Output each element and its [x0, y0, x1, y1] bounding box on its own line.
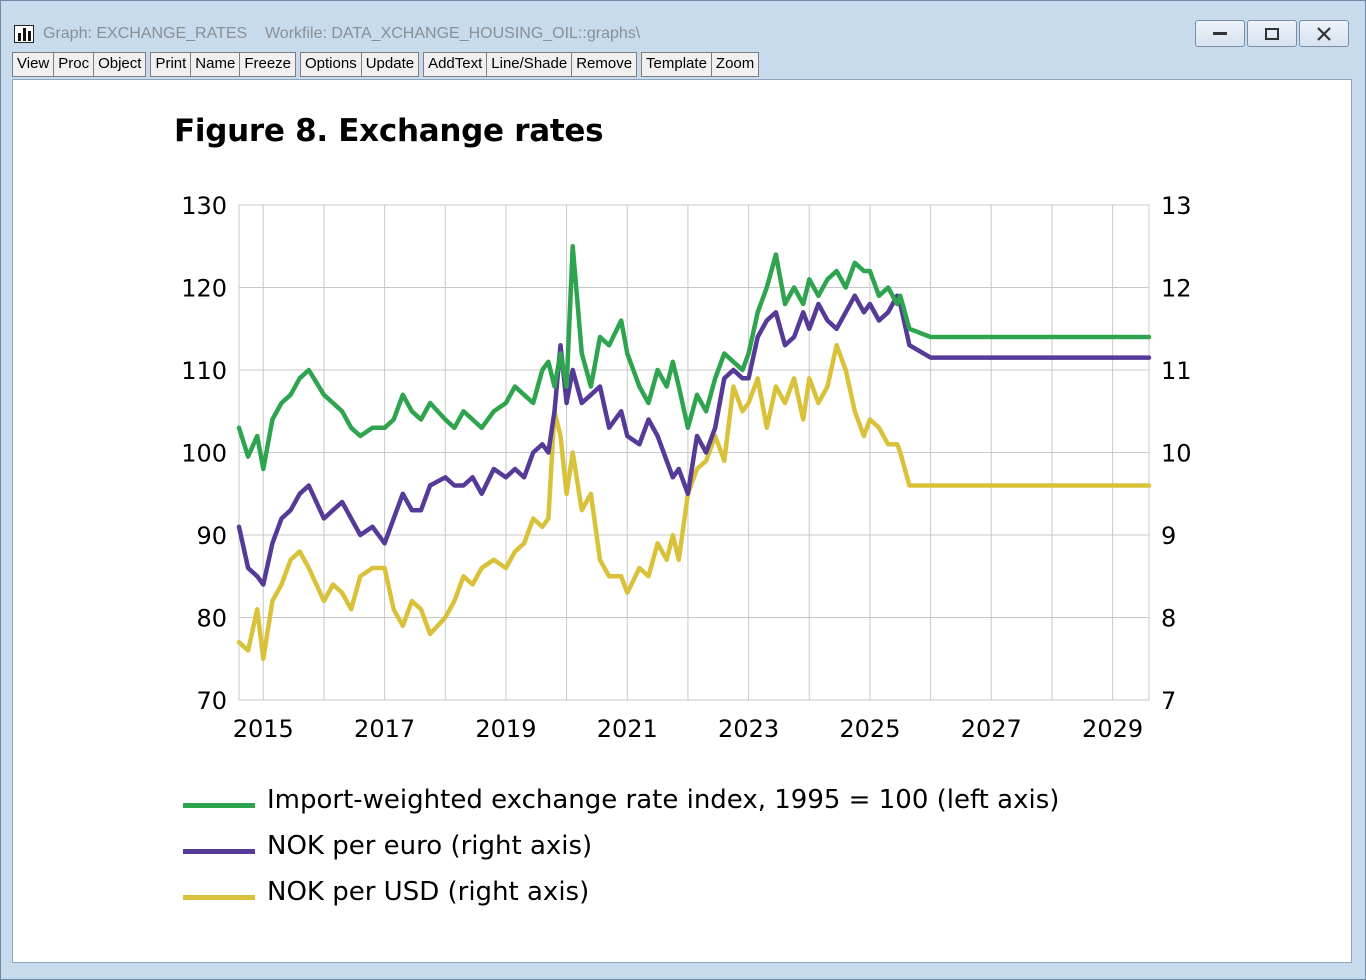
right-axis-tick-label: 8: [1161, 605, 1176, 633]
figure-title: Figure 8. Exchange rates: [174, 113, 604, 149]
left-axis-tick-label: 70: [196, 687, 227, 715]
legend-swatch: [183, 849, 255, 854]
toolbar-group: View Proc Object: [12, 52, 147, 77]
legend-swatch: [183, 895, 255, 900]
exchange-rates-chart: 130 13 120 12 110 11 100 10 90 9 80 8 70 7 2015 2017 201…: [181, 192, 1192, 743]
graph-toolbar: View Proc Object Print Name Freeze Options Upda…: [12, 52, 763, 77]
left-axis-tick-label: 100: [181, 440, 227, 468]
left-axis-tick-label: 120: [181, 275, 227, 303]
maximize-button[interactable]: [1247, 20, 1297, 47]
right-axis-tick-label: 11: [1161, 357, 1192, 385]
toolbar-group: Template Zoom: [641, 52, 760, 77]
right-axis-tick-label: 9: [1161, 522, 1176, 550]
toolbar-group: AddText Line/Shade Remove: [423, 52, 638, 77]
toolbar-name-button[interactable]: Name: [190, 52, 241, 77]
x-axis-tick-label: 2015: [233, 715, 294, 743]
left-axis-tick-label: 90: [196, 522, 227, 550]
right-axis-tick-label: 13: [1161, 192, 1192, 220]
toolbar-group: Options Update: [300, 52, 420, 77]
toolbar-freeze-button[interactable]: Freeze: [239, 52, 296, 77]
close-button[interactable]: [1299, 20, 1349, 47]
legend-label: NOK per euro (right axis): [267, 831, 593, 861]
series-line-0: [236, 244, 1152, 472]
legend-swatch: [183, 803, 255, 808]
series-line-2: [236, 342, 1152, 662]
series-line-1: [236, 293, 1152, 587]
toolbar-group: Print Name Freeze: [150, 52, 296, 77]
toolbar-line-shade-button[interactable]: Line/Shade: [486, 52, 573, 77]
x-axis-tick-label: 2029: [1082, 715, 1143, 743]
toolbar-template-button[interactable]: Template: [641, 52, 712, 77]
restore-icon: [1265, 27, 1279, 40]
title-bar[interactable]: Graph: EXCHANGE_RATES Workfile: DATA_XCH…: [1, 1, 1365, 49]
toolbar-view-button[interactable]: View: [12, 52, 55, 77]
right-axis-tick-label: 10: [1161, 440, 1192, 468]
minimize-button[interactable]: [1195, 20, 1245, 47]
window-title: Graph: EXCHANGE_RATES Workfile: DATA_XCH…: [43, 25, 641, 42]
x-axis-tick-label: 2025: [839, 715, 900, 743]
right-axis-tick-label: 7: [1161, 687, 1176, 715]
toolbar-update-button[interactable]: Update: [360, 52, 420, 77]
toolbar-proc-button[interactable]: Proc: [53, 52, 95, 77]
toolbar-object-button[interactable]: Object: [93, 52, 147, 77]
left-axis-tick-label: 80: [196, 605, 227, 633]
toolbar-remove-button[interactable]: Remove: [571, 52, 638, 77]
x-axis-tick-label: 2023: [718, 715, 779, 743]
toolbar-zoom-button[interactable]: Zoom: [710, 52, 760, 77]
legend-label: Import-weighted exchange rate index, 199…: [267, 785, 1060, 815]
right-axis-tick-label: 12: [1161, 275, 1192, 303]
graph-app-icon: [14, 25, 34, 43]
x-axis-tick-label: 2017: [354, 715, 415, 743]
toolbar-addtext-button[interactable]: AddText: [423, 52, 488, 77]
left-axis-tick-label: 130: [181, 192, 227, 220]
minimize-icon: [1213, 31, 1227, 35]
close-icon: [1317, 26, 1331, 41]
left-axis-tick-label: 110: [181, 357, 227, 385]
x-axis-tick-label: 2019: [475, 715, 536, 743]
legend-label: NOK per USD (right axis): [267, 877, 590, 907]
x-axis-tick-label: 2027: [961, 715, 1022, 743]
x-axis-tick-label: 2021: [597, 715, 658, 743]
toolbar-options-button[interactable]: Options: [300, 52, 362, 77]
